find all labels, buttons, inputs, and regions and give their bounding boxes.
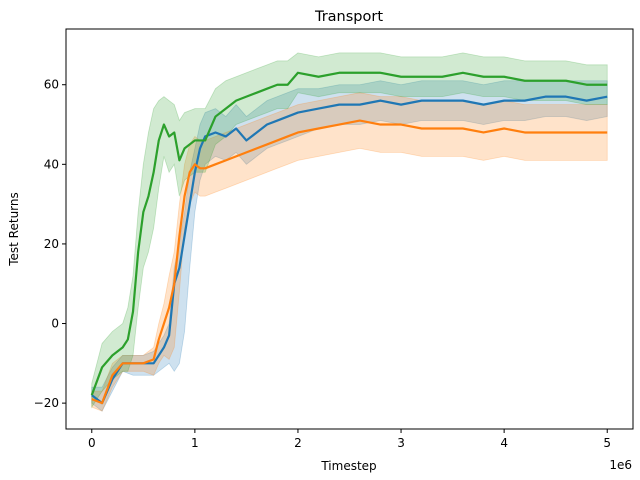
series-3-line [90, 71, 608, 396]
y-tick-label: 60 [44, 78, 59, 92]
series-2-line [91, 119, 608, 405]
chart-title: Transport [314, 9, 383, 25]
series-lines [90, 71, 608, 405]
x-tick-label: 5 [603, 436, 611, 450]
series-3-band [91, 52, 608, 409]
y-tick-label: −20 [34, 396, 59, 410]
series-1-line [91, 95, 608, 405]
x-axis-label: Timestep [320, 459, 376, 473]
x-tick-label: 4 [500, 436, 508, 450]
x-tick-label: 1 [191, 436, 199, 450]
y-tick-label: 0 [51, 317, 59, 331]
x-axis-offset-label: 1e6 [609, 458, 632, 472]
y-axis-ticks: −20 0 20 40 60 [34, 78, 66, 410]
x-axis-ticks: 0 1 2 3 4 5 [88, 429, 611, 450]
x-tick-label: 0 [88, 436, 96, 450]
y-axis-label: Test Returns [7, 192, 21, 267]
plot-frame [65, 28, 634, 430]
x-tick-label: 3 [397, 436, 405, 450]
y-tick-label: 20 [44, 237, 59, 251]
x-tick-label: 2 [294, 436, 302, 450]
y-tick-label: 40 [44, 157, 59, 171]
